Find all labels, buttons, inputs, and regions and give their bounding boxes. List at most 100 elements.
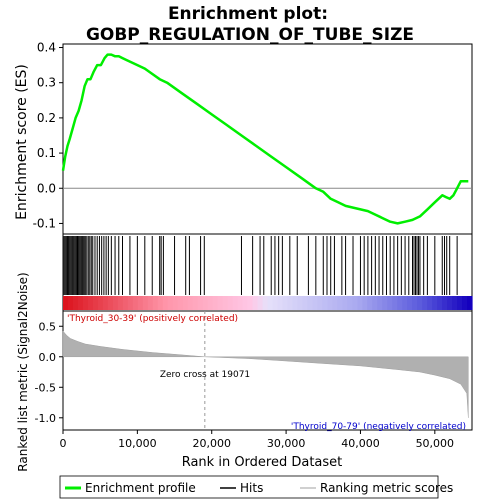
heatmap-segment <box>117 296 124 310</box>
x-tick-label: 40,000 <box>341 437 380 450</box>
heatmap-segment <box>417 296 423 310</box>
heatmap-segment <box>377 296 383 310</box>
heatmap-segment <box>327 296 333 310</box>
heatmap-segment <box>277 296 284 310</box>
heatmap-segment <box>77 296 84 310</box>
heatmap-segment <box>357 296 363 310</box>
chart-title-line2: GOBP_REGULATION_OF_TUBE_SIZE <box>86 25 414 45</box>
heatmap-segment <box>387 296 393 310</box>
negative-class-label: 'Thyroid_70-79' (negatively correlated) <box>291 422 466 432</box>
heatmap-segment <box>87 296 94 310</box>
heatmap-segment <box>342 296 348 310</box>
zero-cross-label: Zero cross at 19071 <box>160 370 250 380</box>
heatmap-segment <box>257 296 264 310</box>
legend-label-hits: Hits <box>240 481 263 495</box>
legend-box <box>59 475 439 499</box>
heatmap-segment <box>252 296 259 310</box>
enrichment-profile-line <box>61 53 469 225</box>
heatmap-segment <box>182 296 189 310</box>
es-ytick-label: 0.4 <box>37 41 56 55</box>
heatmap-segment <box>287 296 294 310</box>
es-ytick-label: 0.0 <box>37 181 56 195</box>
x-tick-label: 50,000 <box>416 437 455 450</box>
heatmap-segment <box>392 296 398 310</box>
heatmap-segment <box>242 296 249 310</box>
heatmap-segment <box>452 296 458 310</box>
metric-ytick-label: 0.5 <box>39 320 57 333</box>
es-ytick-label: 0.2 <box>37 111 56 125</box>
heatmap-segment <box>107 296 114 310</box>
heatmap-segment <box>177 296 184 310</box>
x-tick-label: 10,000 <box>118 437 157 450</box>
heatmap-segment <box>227 296 234 310</box>
heatmap-segment <box>437 296 443 310</box>
heatmap-segment <box>142 296 149 310</box>
heatmap-segment <box>222 296 229 310</box>
heatmap-segment <box>282 296 289 310</box>
heatmap-segment <box>102 296 109 310</box>
heatmap-segment <box>462 296 468 310</box>
positive-class-label: 'Thyroid_30-39' (positively correlated) <box>67 314 238 324</box>
heatmap-segment <box>67 296 74 310</box>
heatmap-segment <box>302 296 309 310</box>
heatmap-segment <box>332 296 338 310</box>
heatmap-segment <box>307 296 313 310</box>
heatmap-segment <box>172 296 179 310</box>
metric-ytick-label: -0.5 <box>35 381 56 394</box>
x-axis-label: Rank in Ordered Dataset <box>182 455 343 470</box>
heatmap-segment <box>152 296 159 310</box>
heatmap-segment <box>157 296 164 310</box>
es-ytick-label: 0.3 <box>37 76 56 90</box>
heatmap-segment <box>442 296 448 310</box>
heatmap-segment <box>217 296 224 310</box>
heatmap-segment <box>297 296 304 310</box>
legend-label-enrichment-profile: Enrichment profile <box>85 481 196 495</box>
x-tick-label: 30,000 <box>267 437 306 450</box>
es-panel-frame <box>62 43 473 235</box>
heatmap-segment <box>137 296 144 310</box>
heatmap-segment <box>317 296 323 310</box>
heatmap-segment <box>362 296 368 310</box>
heatmap-segment <box>63 296 69 310</box>
heatmap-segment <box>192 296 199 310</box>
heatmap-segment <box>262 296 269 310</box>
heatmap-segment <box>202 296 209 310</box>
heatmap-segment <box>422 296 428 310</box>
heatmap-segment <box>187 296 194 310</box>
heatmap-segment <box>122 296 129 310</box>
heatmap-segment <box>402 296 408 310</box>
heatmap-segment <box>372 296 378 310</box>
heatmap-segment <box>382 296 388 310</box>
heatmap-segment <box>212 296 219 310</box>
metric-ytick-label: -1.0 <box>35 412 56 425</box>
heatmap-segment <box>247 296 254 310</box>
heatmap-segment <box>147 296 154 310</box>
heatmap-segment <box>272 296 279 310</box>
heatmap-segment <box>407 296 413 310</box>
x-tick-label: 0 <box>60 437 67 450</box>
heatmap-segment <box>82 296 89 310</box>
heatmap-segment <box>207 296 214 310</box>
heatmap-segment <box>322 296 328 310</box>
heatmap-segment <box>457 296 463 310</box>
heatmap-segment <box>92 296 99 310</box>
heatmap-segment <box>447 296 453 310</box>
ranking-metric-area <box>62 330 469 418</box>
metric-axis-label: Ranked list metric (Signal2Noise) <box>16 272 30 471</box>
legend-label-ranking-metric: Ranking metric scores <box>320 481 453 495</box>
metric-ytick-label: 0.0 <box>39 351 57 364</box>
heatmap-segment <box>292 296 299 310</box>
heatmap-segment <box>127 296 134 310</box>
es-ytick-label: 0.1 <box>37 146 56 160</box>
heatmap-segment <box>162 296 169 310</box>
heatmap-segment <box>337 296 343 310</box>
heatmap-segment <box>367 296 373 310</box>
heatmap-segment <box>267 296 274 310</box>
heatmap-segment <box>167 296 174 310</box>
heatmap-segment <box>112 296 119 310</box>
heatmap-segment <box>347 296 353 310</box>
chart-title-line1: Enrichment plot: <box>168 4 328 24</box>
heatmap-segment <box>97 296 104 310</box>
es-axis-label: Enrichment score (ES) <box>14 64 30 220</box>
